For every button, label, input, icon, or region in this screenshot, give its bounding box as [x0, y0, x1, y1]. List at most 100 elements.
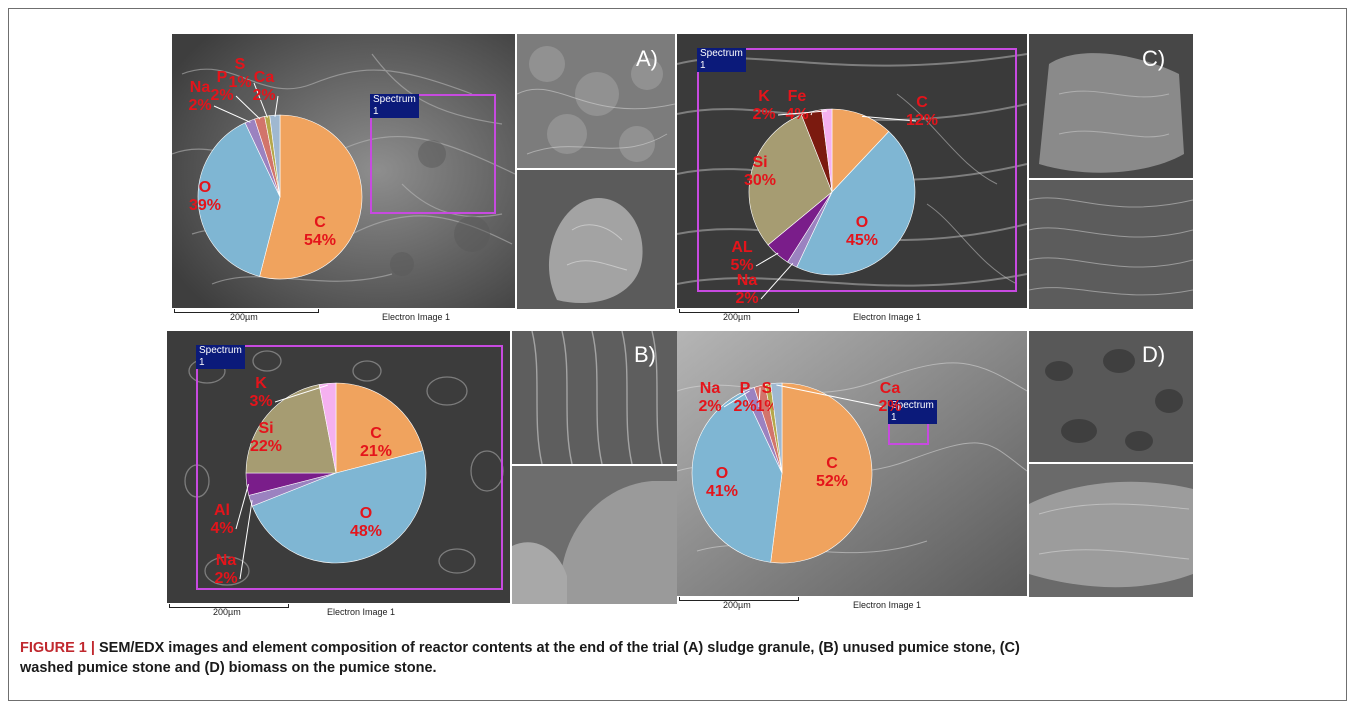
pie-leader-ca [274, 95, 279, 117]
pie-leader-na [213, 105, 251, 123]
pie-value-o: 45% [846, 232, 878, 249]
pie-slice-si [748, 114, 833, 246]
pie-value-c: 54% [304, 232, 336, 249]
pie-value-k: 3% [249, 393, 272, 410]
pie-value-s: 1% [228, 74, 251, 91]
pie-label-p: P [217, 69, 228, 86]
pie-leader-na [239, 500, 253, 580]
caption-text-2: washed pumice stone and (D) biomass on t… [20, 660, 437, 676]
pie-label-si: Si [258, 420, 273, 437]
pie-leader-c [861, 115, 917, 122]
spectrum-label: Spectrum 1 [196, 345, 245, 369]
pie-label-ca: Ca [254, 69, 275, 86]
sem-footer: 200µm Electron Image 1 [677, 596, 1027, 614]
pie-slice-o [691, 391, 783, 563]
sem-inset-bottom [1028, 463, 1193, 597]
sem-inset-top [511, 331, 677, 464]
pie-slice-c [770, 382, 873, 564]
pie-value-c: 12% [906, 112, 938, 129]
pie-label-k: K [255, 375, 267, 392]
pie-leader-al [755, 252, 779, 267]
pie-value-na: 2% [188, 97, 211, 114]
pie-label-al: Al [214, 502, 230, 519]
pie-value-fe: 4% [785, 106, 808, 123]
scale-bar [679, 309, 799, 313]
pie-value-o: 41% [706, 483, 738, 500]
pie-value-p: 2% [733, 398, 756, 415]
pie-label-na: Na [737, 272, 758, 289]
image-label: Electron Image 1 [853, 600, 922, 610]
pie-value-al: 5% [730, 257, 753, 274]
pie-leader-p [758, 387, 761, 408]
pie-slice-c [259, 114, 363, 280]
scale-label: 200µm [213, 607, 241, 617]
caption-text-1: SEM/EDX images and element composition o… [94, 640, 1020, 656]
pie-value-k: 2% [752, 106, 775, 123]
sem-inset-bottom [1028, 179, 1193, 309]
pie-slice-o [197, 122, 281, 277]
pie-slice-k [318, 382, 337, 474]
pie-value-p: 2% [210, 87, 233, 104]
pie-label-ca: Ca [880, 380, 901, 397]
pie-leader-al [235, 483, 249, 530]
panel-label: C) [1142, 46, 1166, 71]
pie-leader-k [274, 384, 328, 403]
pie-value-ca: 2% [252, 87, 275, 104]
pie-value-si: 30% [744, 172, 776, 189]
pie-value-na: 2% [698, 398, 721, 415]
pie-label-na: Na [700, 380, 721, 397]
pie-value-ca: 2% [878, 398, 901, 415]
pie-value-o: 48% [350, 523, 382, 540]
pie-value-o: 39% [189, 197, 221, 214]
scale-bar [174, 309, 319, 313]
image-label: Electron Image 1 [327, 607, 396, 617]
pie-leader-k [777, 110, 827, 116]
pie-label-s: S [235, 56, 246, 73]
sem-inset-bottom [511, 465, 677, 604]
pie-label-fe: Fe [788, 88, 807, 105]
pie-label-k: K [758, 88, 770, 105]
spectrum-label: Spectrum 1 [697, 48, 746, 72]
figure-label: FIGURE 1 | [20, 640, 95, 656]
pie-label-na: Na [216, 552, 237, 569]
pie-label-c: C [370, 425, 382, 442]
pie-leader-p [235, 95, 261, 120]
panel-label: B) [634, 342, 656, 367]
pie-label-p: P [740, 380, 751, 397]
pie-slice-c [335, 382, 424, 474]
sem-inset-top [1028, 331, 1193, 462]
panel-label: D) [1142, 342, 1166, 367]
scale-label: 200µm [230, 312, 258, 322]
pie-label-o: O [716, 465, 728, 482]
pie-slice-si [245, 384, 337, 474]
pie-label-o: O [199, 179, 211, 196]
pie-leader-fe [810, 113, 813, 116]
pie-slice-o [796, 131, 916, 276]
panel-label: A) [636, 46, 658, 71]
figure-caption: FIGURE 1 | SEM/EDX images and element co… [20, 638, 1340, 678]
scale-label: 200µm [723, 312, 751, 322]
spectrum-region [697, 48, 1017, 292]
pie-label-o: O [856, 214, 868, 231]
pie-slice-o [251, 450, 427, 564]
pie-label-c: C [916, 94, 928, 111]
sem-footer: 200µm Electron Image 1 [677, 308, 1027, 326]
pie-slice-ca [770, 382, 783, 474]
pie-leader-ca [776, 384, 885, 408]
pie-label-c: C [314, 214, 326, 231]
pie-label-s: S [762, 380, 773, 397]
scale-label: 200µm [723, 600, 751, 610]
pie-slice-c [831, 108, 890, 193]
pie-value-c: 21% [360, 443, 392, 460]
sem-inset-top [1028, 34, 1193, 178]
sem-footer: 200µm Electron Image 1 [167, 603, 510, 621]
spectrum-region [196, 345, 503, 590]
spectrum-label: Spectrum 1 [888, 400, 937, 424]
scale-bar [679, 597, 799, 601]
pie-leader-na [760, 262, 794, 300]
pie-slice-k [821, 108, 833, 193]
image-label: Electron Image 1 [382, 312, 451, 322]
pie-leader-s [253, 82, 268, 118]
